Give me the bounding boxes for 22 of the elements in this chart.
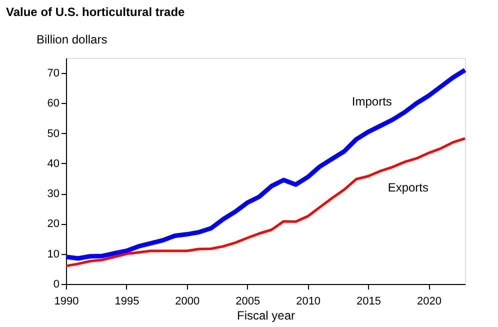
line-series [64, 137, 466, 268]
y-tick-label: 50 [47, 128, 60, 140]
x-tick-label: 2020 [416, 296, 442, 308]
x-tick-label: 2010 [296, 296, 321, 308]
y-tick-label: 0 [53, 278, 60, 290]
x-tick-label: 2005 [236, 296, 260, 308]
y-tick-label: 40 [47, 158, 60, 170]
x-tick-label: 1995 [114, 296, 140, 308]
y-tick-label: 70 [47, 68, 60, 80]
series-label: Imports [352, 94, 392, 109]
series-label: Exports [388, 180, 429, 195]
y-axis-title: Billion dollars [36, 32, 108, 46]
y-tick-label: 30 [47, 188, 60, 200]
x-axis-title: Fiscal year [236, 308, 296, 322]
x-tick-label: 2000 [175, 296, 200, 308]
line-series [64, 68, 468, 261]
y-tick-label: 10 [47, 248, 60, 260]
x-tick-label: 2015 [356, 296, 382, 308]
chart-title: Value of U.S. horticultural trade [6, 5, 186, 19]
x-tick-label: 1990 [54, 296, 79, 308]
y-tick-label: 20 [47, 218, 60, 230]
y-tick-label: 60 [47, 98, 60, 110]
